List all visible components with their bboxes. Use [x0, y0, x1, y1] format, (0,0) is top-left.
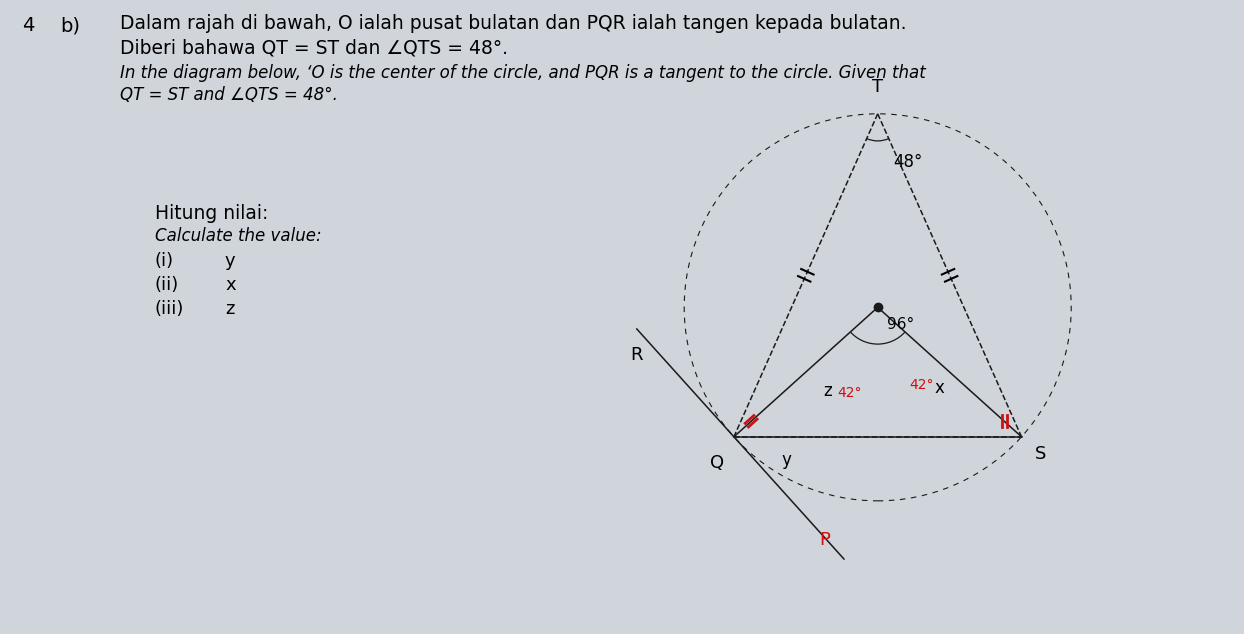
Text: b): b): [60, 16, 80, 35]
Text: (i): (i): [156, 252, 174, 270]
Text: S: S: [1035, 444, 1046, 463]
Text: y: y: [225, 252, 235, 270]
Text: z: z: [225, 300, 234, 318]
Text: Dalam rajah di bawah, O ialah pusat bulatan dan PQR ialah tangen kepada bulatan.: Dalam rajah di bawah, O ialah pusat bula…: [119, 14, 907, 33]
Text: z: z: [824, 382, 832, 401]
Text: 48°: 48°: [893, 153, 923, 171]
Text: x: x: [225, 276, 235, 294]
Text: (ii): (ii): [156, 276, 179, 294]
Text: QT = ST and ∠QTS = 48°.: QT = ST and ∠QTS = 48°.: [119, 86, 338, 104]
Text: In the diagram below, ‘O is the center of the circle, and PQR is a tangent to th: In the diagram below, ‘O is the center o…: [119, 64, 926, 82]
Text: (iii): (iii): [156, 300, 184, 318]
Text: y: y: [781, 451, 791, 469]
Text: P: P: [820, 531, 831, 550]
Text: x: x: [935, 379, 945, 398]
Text: 96°: 96°: [887, 317, 914, 332]
Text: 42°: 42°: [909, 378, 934, 392]
Text: R: R: [631, 346, 643, 365]
Text: Q: Q: [710, 454, 724, 472]
Text: 4: 4: [22, 16, 35, 35]
Text: Diberi bahawa QT = ST dan ∠QTS = 48°.: Diberi bahawa QT = ST dan ∠QTS = 48°.: [119, 39, 508, 58]
Text: 42°: 42°: [837, 386, 862, 400]
Text: Hitung nilai:: Hitung nilai:: [156, 204, 269, 223]
Text: Calculate the value:: Calculate the value:: [156, 227, 322, 245]
Text: T: T: [872, 79, 883, 96]
